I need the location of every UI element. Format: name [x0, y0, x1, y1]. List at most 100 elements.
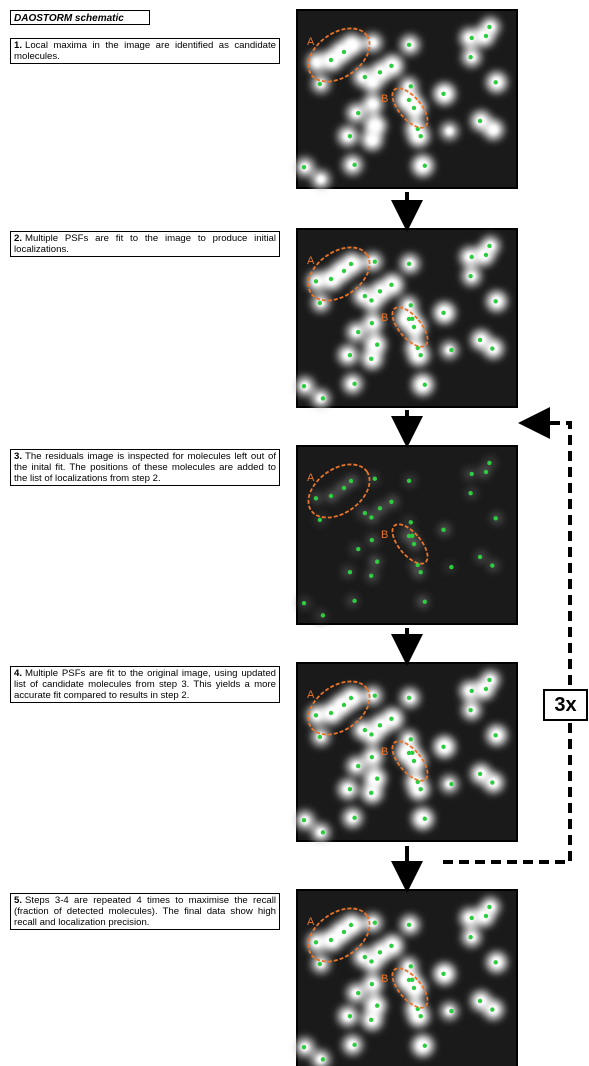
localization — [342, 703, 346, 707]
localization — [478, 999, 482, 1003]
localization — [407, 534, 411, 538]
localization — [363, 955, 367, 959]
label-b: B — [381, 93, 388, 105]
localization — [342, 930, 346, 934]
localization — [409, 303, 413, 307]
localization — [407, 479, 411, 483]
localization — [321, 396, 325, 400]
localization — [349, 696, 353, 700]
localization — [468, 274, 472, 278]
localization — [419, 1014, 423, 1018]
step-number: 5. — [14, 895, 22, 906]
localization — [449, 1009, 453, 1013]
step-number: 1. — [14, 40, 22, 51]
localization — [468, 491, 472, 495]
localization — [363, 294, 367, 298]
label-b: B — [381, 312, 388, 324]
localization — [412, 759, 416, 763]
localization — [441, 311, 445, 315]
localization — [378, 289, 382, 293]
localization — [314, 940, 318, 944]
localization — [349, 479, 353, 483]
localization — [487, 905, 491, 909]
localization — [314, 713, 318, 717]
localization — [493, 80, 497, 84]
localization — [329, 494, 333, 498]
localization — [318, 962, 322, 966]
localization — [449, 348, 453, 352]
localization — [348, 353, 352, 357]
localization — [484, 687, 488, 691]
localization — [356, 111, 360, 115]
localization — [478, 338, 482, 342]
localization — [370, 982, 374, 986]
localization — [375, 342, 379, 346]
localization — [329, 938, 333, 942]
step-box: 2.Multiple PSFs are fit to the image to … — [10, 231, 280, 257]
localization — [363, 75, 367, 79]
localization — [373, 477, 377, 481]
localization — [407, 978, 411, 982]
localization — [470, 916, 474, 920]
localization — [356, 991, 360, 995]
localization — [302, 165, 306, 169]
localization — [375, 1003, 379, 1007]
localization — [484, 34, 488, 38]
localization — [352, 382, 356, 386]
step-number: 3. — [14, 451, 22, 462]
label-a: A — [307, 689, 315, 701]
core — [367, 135, 377, 145]
localization — [490, 563, 494, 567]
localization — [369, 357, 373, 361]
core — [312, 58, 321, 67]
microscopy-image: AB — [295, 890, 517, 1066]
microscopy-image: AB — [297, 446, 517, 624]
localization — [493, 960, 497, 964]
localization — [378, 506, 382, 510]
step-text: Multiple PSFs are fit to the original im… — [14, 668, 276, 701]
localization — [487, 678, 491, 682]
localization — [375, 776, 379, 780]
localization — [321, 613, 325, 617]
localization — [352, 816, 356, 820]
step-text: Multiple PSFs are fit to the image to pr… — [14, 233, 276, 255]
localization — [342, 269, 346, 273]
localization — [302, 384, 306, 388]
localization — [369, 959, 373, 963]
localization — [478, 119, 482, 123]
localization — [329, 711, 333, 715]
localization — [378, 950, 382, 954]
localization — [329, 277, 333, 281]
label-b: B — [381, 973, 388, 985]
core — [489, 125, 498, 134]
localization — [468, 708, 472, 712]
step-box: 5.Steps 3-4 are repeated 4 times to maxi… — [10, 893, 280, 930]
localization — [441, 745, 445, 749]
core — [368, 77, 378, 87]
localization — [321, 830, 325, 834]
localization — [369, 574, 373, 578]
microscopy-image: AB — [295, 10, 517, 189]
localization — [470, 36, 474, 40]
step-number: 4. — [14, 668, 22, 679]
core — [370, 121, 380, 131]
localization — [318, 82, 322, 86]
localization — [449, 565, 453, 569]
localization — [356, 547, 360, 551]
localization — [423, 1044, 427, 1048]
localization — [412, 542, 416, 546]
microscopy-image: AB — [295, 229, 517, 408]
localization — [470, 255, 474, 259]
step-text: Local maxima in the image are identified… — [14, 40, 276, 62]
localization — [487, 25, 491, 29]
localization — [409, 520, 413, 524]
localization — [419, 570, 423, 574]
localization — [389, 944, 393, 948]
localization — [407, 262, 411, 266]
step-box: 3.The residuals image is inspected for m… — [10, 449, 280, 486]
core — [368, 100, 377, 109]
localization — [468, 55, 472, 59]
localization — [419, 134, 423, 138]
localization — [356, 764, 360, 768]
localization — [407, 43, 411, 47]
